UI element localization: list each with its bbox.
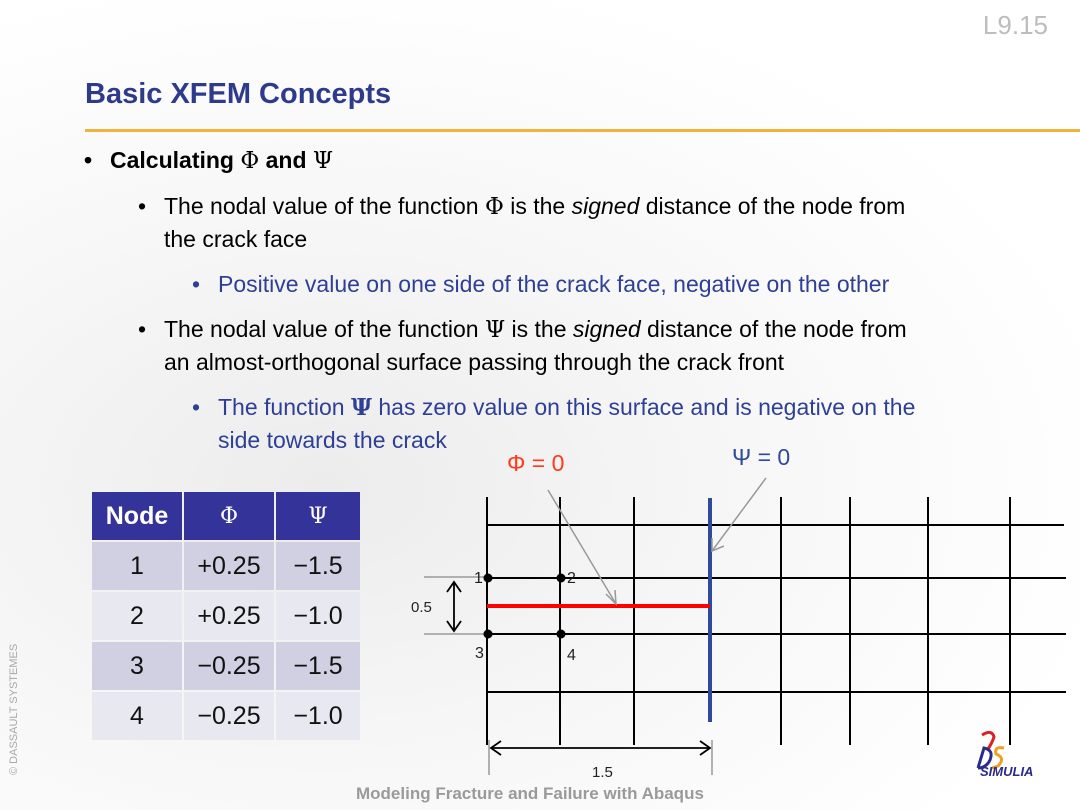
emphasis: signed — [572, 316, 641, 342]
arrowhead — [699, 740, 712, 756]
node-1 — [483, 573, 493, 583]
bullet-dot: • — [138, 193, 147, 219]
cell: +0.25 — [184, 592, 274, 640]
dimension-label: 0.5 — [411, 599, 432, 616]
node-3 — [483, 629, 493, 639]
text: distance of the node from — [640, 316, 907, 342]
dimension-label: 1.5 — [592, 764, 613, 781]
cell: −1.0 — [276, 592, 360, 640]
phi-symbol: Φ — [484, 194, 504, 220]
bullet-dot: • — [192, 394, 201, 420]
text: has zero value on this surface and is ne… — [371, 394, 916, 420]
header-node: Node — [92, 492, 182, 540]
node-label: 1 — [474, 570, 483, 587]
copyright-notice: © DASSAULT SYSTEMES — [8, 643, 20, 775]
cell: −1.0 — [276, 692, 360, 740]
text: The function — [218, 394, 351, 420]
cell: −1.5 — [276, 542, 360, 590]
cell: +0.25 — [184, 542, 274, 590]
node-label: 4 — [567, 647, 576, 664]
arrowhead — [489, 740, 502, 756]
text: Positive value on one side of the crack … — [218, 271, 890, 297]
table-row: 4 −0.25 −1.0 — [92, 692, 360, 740]
phi-zero-label: Φ = 0 — [507, 450, 564, 476]
psi-zero-label: Ψ = 0 — [732, 444, 790, 470]
cell: 1 — [92, 542, 182, 590]
node-2 — [556, 573, 566, 583]
cell: −1.5 — [276, 642, 360, 690]
text: is the — [505, 316, 573, 342]
arrowhead — [711, 538, 725, 553]
text: an almost-orthogonal surface passing thr… — [164, 349, 785, 375]
text: side towards the crack — [218, 427, 447, 453]
psi-symbol: Ψ — [350, 394, 372, 421]
table-row: 3 −0.25 −1.5 — [92, 642, 360, 690]
bullet-main: • Calculating Φ and Ψ — [84, 147, 334, 174]
phi-pointer-arrow — [547, 489, 617, 605]
footer-title: Modeling Fracture and Failure with Abaqu… — [356, 784, 704, 803]
table-row: 1 +0.25 −1.5 — [92, 542, 360, 590]
cell: 3 — [92, 642, 182, 690]
title-divider — [85, 129, 1080, 132]
psi-symbol: Ψ — [484, 317, 506, 343]
slide-title: Basic XFEM Concepts — [85, 78, 392, 110]
cell: −0.25 — [184, 692, 274, 740]
arrowhead — [605, 589, 617, 606]
text: The nodal value of the function — [164, 193, 485, 219]
bullet-phi-sub: • Positive value on one side of the crac… — [192, 268, 890, 300]
bullet-phi-definition: • The nodal value of the function Φ is t… — [138, 190, 1054, 255]
emphasis: signed — [571, 193, 640, 219]
cell: 4 — [92, 692, 182, 740]
cell: 2 — [92, 592, 182, 640]
logo-text: SIMULIA — [980, 764, 1033, 779]
header-psi: Ψ — [276, 492, 360, 540]
text: distance of the node from — [639, 193, 906, 219]
psi-pointer-arrow — [711, 477, 767, 552]
simulia-logo: SIMULIA — [976, 730, 1033, 779]
bullet-dot: • — [84, 147, 93, 173]
slide-number: L9.15 — [982, 10, 1048, 40]
mesh-grid — [486, 497, 1066, 745]
node-label: 2 — [567, 570, 576, 587]
phi-symbol: Φ — [240, 148, 260, 174]
bullet-text: Calculating — [110, 147, 241, 173]
node-4 — [556, 629, 566, 639]
bullet-dot: • — [138, 316, 147, 342]
cell: −0.25 — [184, 642, 274, 690]
bullet-psi-definition: • The nodal value of the function Ψ is t… — [138, 313, 1054, 378]
text: the crack face — [164, 226, 308, 252]
header-phi: Φ — [184, 492, 274, 540]
text: The nodal value of the function — [164, 316, 485, 342]
table-row: 2 +0.25 −1.0 — [92, 592, 360, 640]
bullet-text: and — [259, 147, 313, 173]
bullet-psi-sub: • The function Ψ has zero value on this … — [192, 391, 1058, 456]
arrowhead — [446, 580, 462, 593]
node-values-table: Node Φ Ψ 1 +0.25 −1.5 2 +0.25 −1.0 3 −0.25 −1.… — [90, 490, 362, 742]
text: is the — [503, 193, 572, 219]
arrowhead — [446, 620, 462, 633]
psi-symbol: Ψ — [312, 148, 334, 174]
bullet-dot: • — [192, 271, 201, 297]
node-label: 3 — [475, 645, 484, 662]
